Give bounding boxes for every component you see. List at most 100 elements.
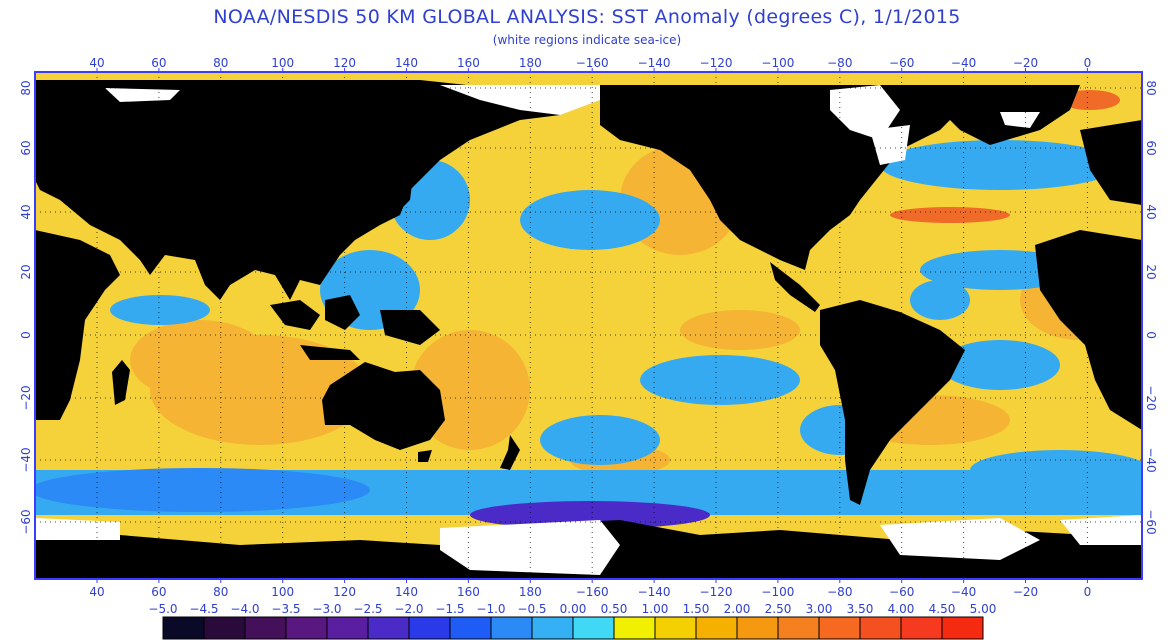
lon-label-bottom: 0	[1084, 585, 1092, 599]
lon-label-top: −140	[638, 56, 671, 70]
colorbar-swatch	[736, 616, 779, 640]
colorbar-swatch	[818, 616, 861, 640]
colorbar-label: −1.0	[476, 602, 505, 616]
lon-label-top: 0	[1084, 56, 1092, 70]
colorbar-swatch	[941, 616, 984, 640]
colorbar-swatch	[777, 616, 820, 640]
land-shape	[418, 450, 432, 462]
land-shape	[770, 262, 820, 312]
axis-ticks	[96, 68, 1088, 583]
lon-label-top: 160	[457, 56, 480, 70]
colorbar-label: 0.50	[601, 602, 628, 616]
anomaly-patch	[680, 310, 800, 350]
colorbar-swatch	[367, 616, 410, 640]
colorbar-swatch	[613, 616, 656, 640]
land-shape	[35, 230, 120, 420]
land-shape	[1080, 120, 1142, 205]
lon-label-top: 100	[271, 56, 294, 70]
land-shape	[35, 80, 560, 300]
lon-label-bottom: −60	[889, 585, 914, 599]
anomaly-patch	[890, 207, 1010, 223]
anomaly-patch	[540, 415, 660, 465]
colorbar-swatch	[490, 616, 533, 640]
colorbar-label: 0.00	[560, 602, 587, 616]
lon-label-bottom: −20	[1013, 585, 1038, 599]
colorbar-label: 4.50	[929, 602, 956, 616]
ice-shape	[440, 85, 600, 115]
colorbar-swatch	[695, 616, 738, 640]
ice-shape	[880, 518, 1040, 560]
lon-label-bottom: −140	[638, 585, 671, 599]
colorbar-label: 1.50	[683, 602, 710, 616]
right-latitude-labels: 80 60 40 20 0 −20 −40 −60	[1144, 80, 1158, 534]
anomaly-patch	[520, 190, 660, 250]
land-shape	[300, 345, 360, 360]
lon-label-top: −80	[827, 56, 852, 70]
lon-label-top: −160	[576, 56, 609, 70]
land-shape	[600, 85, 1040, 270]
map-layers	[35, 72, 1142, 579]
colorbar-swatch	[285, 616, 328, 640]
land-shape	[322, 362, 445, 450]
lon-label-top: 120	[333, 56, 356, 70]
colorbar-label: −5.0	[148, 602, 177, 616]
lon-label-top: 80	[213, 56, 228, 70]
land-shape	[500, 435, 520, 470]
lon-label-top: −120	[700, 56, 733, 70]
lat-label-right: −60	[1144, 509, 1158, 534]
colorbar-label: −4.0	[230, 602, 259, 616]
ice-shape	[870, 125, 910, 165]
lat-label-right: 60	[1144, 140, 1158, 155]
lon-label-bottom: 40	[89, 585, 104, 599]
colorbar-label: 3.50	[847, 602, 874, 616]
land-shape	[1035, 230, 1142, 430]
colorbar-label: 4.00	[888, 602, 915, 616]
lat-label-right: 40	[1144, 204, 1158, 219]
colorbar-swatch	[326, 616, 369, 640]
anomaly-patch	[640, 355, 800, 405]
lat-label-left: −60	[19, 509, 33, 534]
colorbar-label: −3.5	[271, 602, 300, 616]
colorbar-label: −2.0	[394, 602, 423, 616]
lon-label-bottom: −120	[700, 585, 733, 599]
lat-label-right: −20	[1144, 385, 1158, 410]
map-frame	[34, 71, 1143, 580]
colorbar-label: −0.5	[517, 602, 546, 616]
colorbar-label: 2.00	[724, 602, 751, 616]
land-shape	[385, 150, 415, 215]
lat-label-left: 20	[19, 264, 33, 279]
lon-label-bottom: −80	[827, 585, 852, 599]
colorbar-swatch	[449, 616, 492, 640]
lon-label-bottom: 80	[213, 585, 228, 599]
colorbar-swatch	[531, 616, 574, 640]
colorbar-label: −4.5	[189, 602, 218, 616]
top-longitude-labels: 40 60 80 100 120 140 160 180 −160 −140 −120 −100 −80…	[89, 56, 1091, 70]
anomaly-patch	[970, 450, 1142, 490]
lon-label-top: −40	[951, 56, 976, 70]
lon-label-bottom: 60	[151, 585, 166, 599]
lat-label-right: 20	[1144, 264, 1158, 279]
anomaly-patch	[110, 295, 210, 325]
map-subtitle: (white regions indicate sea-ice)	[492, 33, 682, 47]
lon-label-top: 180	[519, 56, 542, 70]
lat-label-right: 80	[1144, 80, 1158, 95]
ice-shape	[830, 85, 900, 140]
lon-label-bottom: −160	[576, 585, 609, 599]
land-shape	[112, 360, 130, 405]
lat-label-left: −40	[19, 447, 33, 472]
anomaly-patch	[940, 340, 1060, 390]
lon-label-bottom: 160	[457, 585, 480, 599]
colorbar	[162, 616, 984, 640]
ice-shape	[105, 88, 180, 102]
colorbar-swatch	[572, 616, 615, 640]
lon-label-bottom: −40	[951, 585, 976, 599]
land-shape	[820, 300, 965, 505]
colorbar-label: −1.5	[435, 602, 464, 616]
colorbar-label: 2.50	[765, 602, 792, 616]
bottom-longitude-labels: 40 60 80 100 120 140 160 180 −160 −140 −120 −100 −80…	[89, 585, 1091, 599]
lon-label-bottom: −100	[761, 585, 794, 599]
colorbar-label: −3.0	[312, 602, 341, 616]
anomaly-patch	[35, 468, 370, 512]
left-latitude-labels: 80 60 40 20 0 −20 −40 −60	[19, 80, 33, 534]
